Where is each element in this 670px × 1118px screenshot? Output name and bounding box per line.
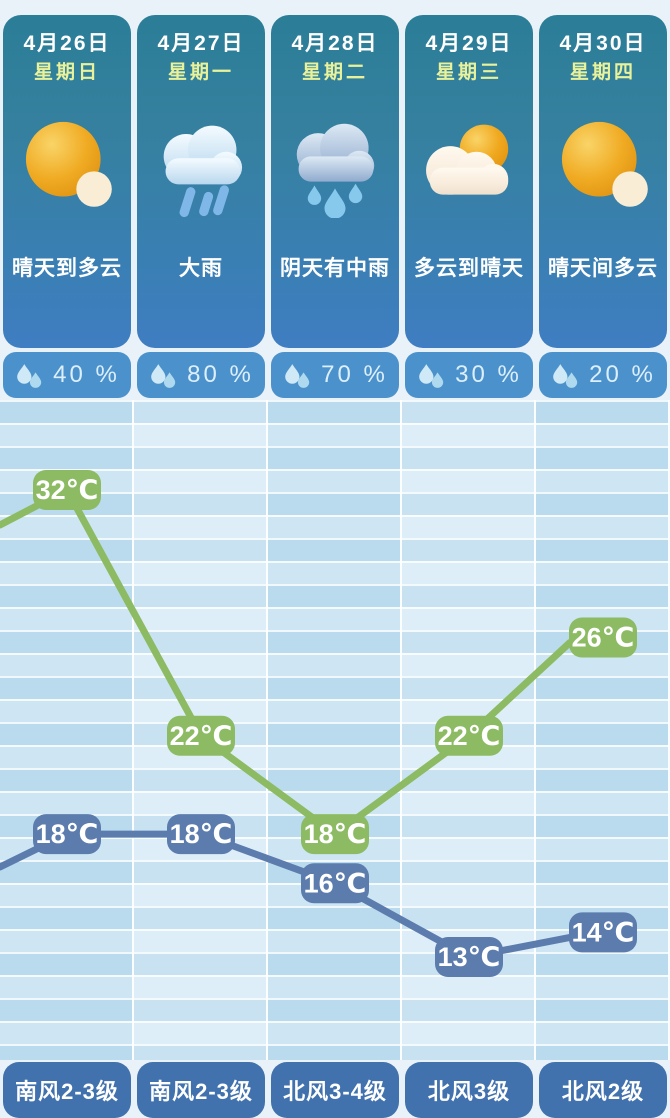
wind-value: 南风2-3级 — [15, 1079, 119, 1104]
weekday-label: 星期四 — [569, 62, 636, 83]
moderate-rain-icon — [275, 87, 395, 237]
precip-pill-1: 80 % — [137, 352, 265, 398]
day-card-2[interactable]: 4月28日 星期二 阴天有中雨 — [271, 15, 399, 348]
high-temperature-label: 26℃ — [569, 617, 637, 658]
sun-glyph — [561, 121, 648, 207]
svg-text:22℃: 22℃ — [170, 721, 233, 751]
precip-pill-4: 20 % — [539, 352, 667, 398]
wind-pill-2: 北风3-4级 — [271, 1062, 399, 1118]
wind-pill-4: 北风2级 — [539, 1062, 667, 1118]
high-temperature-line — [0, 486, 574, 838]
low-temperature-label: 14℃ — [569, 912, 637, 953]
low-temperature-label: 16℃ — [301, 863, 369, 904]
precip-value: 80 % — [187, 361, 254, 388]
svg-text:18℃: 18℃ — [304, 819, 367, 849]
weather-desc: 大雨 — [179, 257, 223, 280]
day-card-3[interactable]: 4月29日 星期三 多云到晴天 — [405, 15, 533, 348]
date-label: 4月29日 — [425, 32, 513, 55]
raindrops-icon — [285, 364, 310, 388]
precip-value: 30 % — [455, 361, 522, 388]
low-temperature-label: 18℃ — [167, 814, 235, 855]
svg-text:32℃: 32℃ — [36, 475, 99, 505]
high-temperature-label: 32℃ — [33, 470, 101, 510]
weather-desc: 晴天到多云 — [12, 257, 122, 280]
low-temperature-label: 13℃ — [435, 937, 503, 977]
heavy-rain-icon — [141, 87, 261, 237]
rain-cloud-glyph — [163, 125, 243, 218]
date-label: 4月28日 — [291, 32, 379, 55]
precip-value: 20 % — [589, 361, 656, 388]
weekday-label: 星期日 — [33, 62, 100, 83]
wind-value: 北风2级 — [561, 1079, 645, 1104]
weather-desc: 晴天间多云 — [548, 257, 658, 280]
svg-text:22℃: 22℃ — [438, 721, 501, 751]
raindrops-icon — [553, 364, 578, 388]
wind-pill-1: 南风2-3级 — [137, 1062, 265, 1118]
precip-value: 70 % — [321, 361, 388, 388]
sun-glyph — [25, 121, 112, 207]
raindrops-icon — [17, 364, 42, 388]
precip-pill-2: 70 % — [271, 352, 399, 398]
svg-text:26℃: 26℃ — [572, 623, 635, 653]
cloud-sun-glyph — [426, 124, 509, 195]
day-card-0[interactable]: 4月26日 星期日 晴天到多云 — [3, 15, 131, 348]
precip-pill-3: 30 % — [405, 352, 533, 398]
weekday-label: 星期二 — [301, 62, 368, 83]
rain-drops-cloud-glyph — [296, 123, 375, 218]
high-temperature-label: 22℃ — [167, 715, 235, 756]
wind-row: 南风2-3级 南风2-3级 北风3-4级 北风3级 北风2级 — [0, 1062, 670, 1118]
cloud-sun-icon — [409, 87, 529, 237]
low-temperature-label: 18℃ — [33, 814, 101, 855]
raindrops-icon — [419, 364, 444, 388]
weather-desc: 阴天有中雨 — [280, 257, 390, 280]
weather-desc: 多云到晴天 — [414, 257, 524, 280]
sunny-icon — [7, 87, 127, 237]
weekday-label: 星期三 — [435, 62, 502, 83]
high-temperature-label: 22℃ — [435, 715, 503, 756]
svg-text:13℃: 13℃ — [438, 942, 501, 972]
day-card-4[interactable]: 4月30日 星期四 晴天间多云 — [539, 15, 667, 348]
date-label: 4月26日 — [23, 32, 111, 55]
precip-pill-0: 40 % — [3, 352, 131, 398]
day-card-1[interactable]: 4月27日 星期一 大雨 — [137, 15, 265, 348]
svg-text:14℃: 14℃ — [572, 917, 635, 947]
wind-value: 南风2-3级 — [149, 1079, 253, 1104]
temperature-chart: 32℃ 22℃ 18℃ 22℃ 26℃ 18℃ 18℃ 16℃ 13℃ 14 — [0, 400, 670, 1060]
weekday-label: 星期一 — [167, 62, 234, 83]
wind-value: 北风3级 — [427, 1079, 511, 1104]
high-temperature-label: 18℃ — [301, 814, 369, 855]
svg-text:18℃: 18℃ — [36, 819, 99, 849]
wind-pill-0: 南风2-3级 — [3, 1062, 131, 1118]
date-label: 4月30日 — [559, 32, 647, 55]
wind-value: 北风3-4级 — [283, 1079, 387, 1104]
precipitation-row: 40 % 80 % 70 % 30 % 20 % — [0, 352, 670, 398]
svg-text:16℃: 16℃ — [304, 868, 367, 898]
precip-value: 40 % — [53, 361, 120, 388]
wind-pill-3: 北风3级 — [405, 1062, 533, 1118]
svg-text:18℃: 18℃ — [170, 819, 233, 849]
date-label: 4月27日 — [157, 32, 245, 55]
sunny-icon — [543, 87, 663, 237]
day-cards-row: 4月26日 星期日 晴天到多云 4月27日 星期一 — [0, 15, 670, 348]
raindrops-icon — [151, 364, 176, 388]
temperature-line-chart: 32℃ 22℃ 18℃ 22℃ 26℃ 18℃ 18℃ 16℃ 13℃ 14 — [0, 470, 637, 977]
